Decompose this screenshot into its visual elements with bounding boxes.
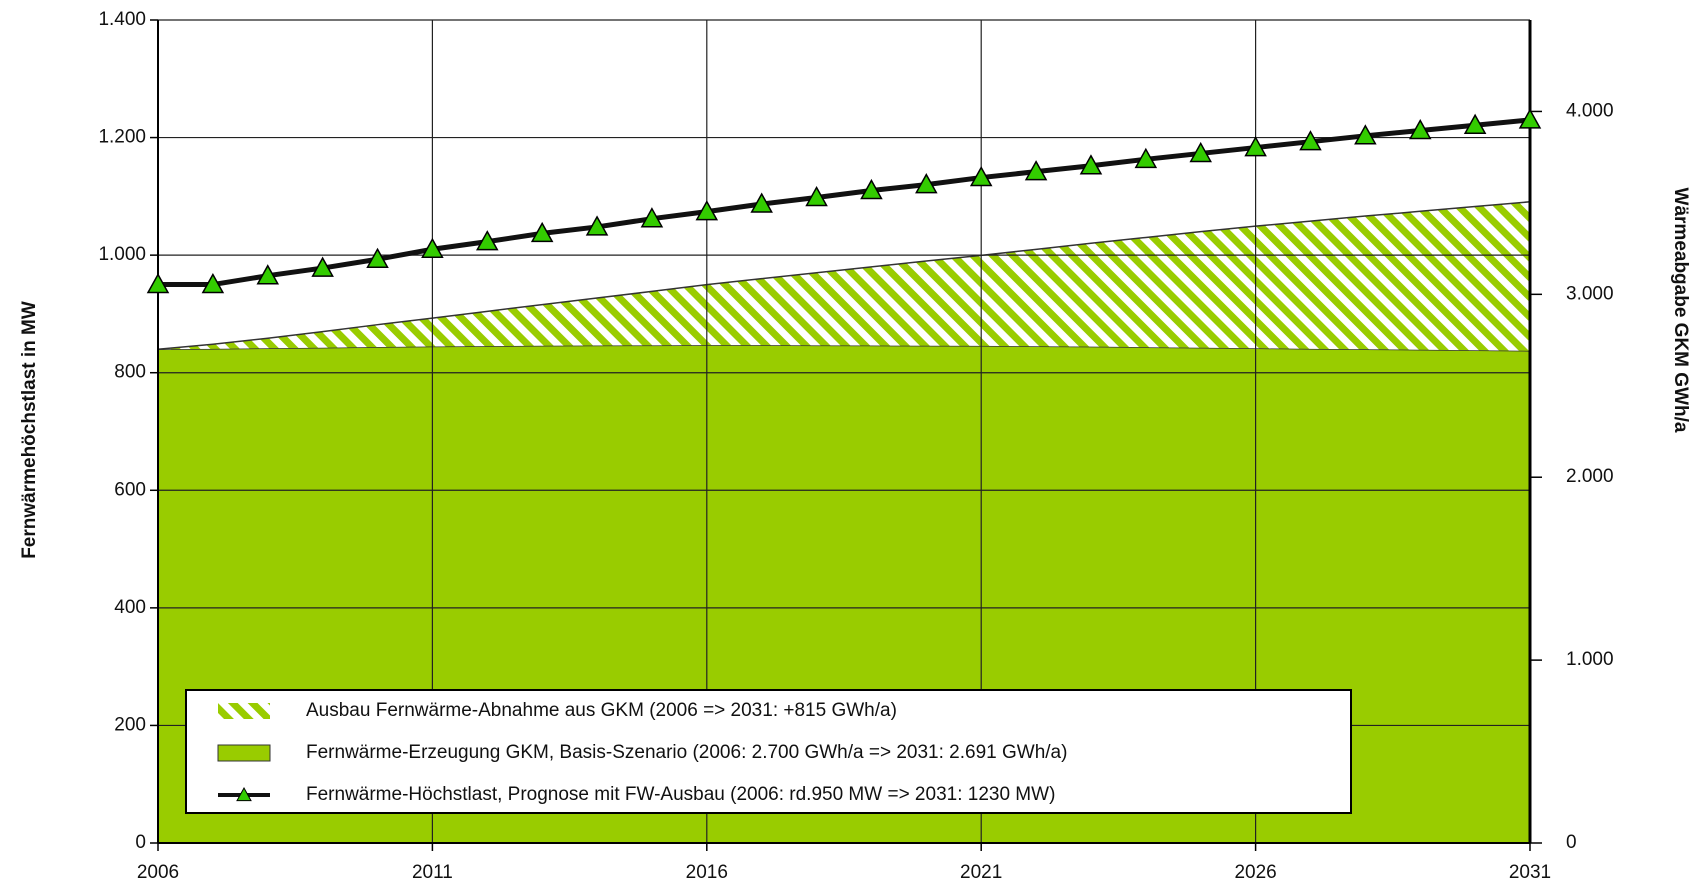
marker xyxy=(1244,136,1267,157)
y-tick-label: 1.400 xyxy=(98,9,146,30)
legend: Ausbau Fernwärme-Abnahme aus GKM (2006 =… xyxy=(185,689,1352,814)
marker xyxy=(1299,130,1322,151)
y-tick-label: 0 xyxy=(135,832,146,853)
marker xyxy=(421,237,444,259)
y2-tick-label: 3.000 xyxy=(1566,283,1614,304)
marker xyxy=(915,173,938,194)
marker xyxy=(1189,141,1212,163)
y-tick-label: 400 xyxy=(114,597,146,618)
marker xyxy=(146,272,170,294)
marker xyxy=(1079,154,1103,175)
area-edge xyxy=(157,201,1531,350)
x-tick-label: 2006 xyxy=(137,862,179,883)
marker xyxy=(860,178,883,200)
area xyxy=(158,201,1530,351)
marker xyxy=(805,185,828,207)
x-tick-label: 2016 xyxy=(686,862,728,883)
x-tick-label: 2031 xyxy=(1509,862,1551,883)
y2-tick-label: 2.000 xyxy=(1566,466,1614,487)
y2-tick-label: 1.000 xyxy=(1566,649,1614,670)
marker xyxy=(640,207,664,228)
y-tick-label: 1.200 xyxy=(98,127,146,148)
line xyxy=(158,117,1531,288)
y2-tick-label: 0 xyxy=(1566,832,1577,853)
legend-label: Ausbau Fernwärme-Abnahme aus GKM (2006 =… xyxy=(306,700,897,721)
marker xyxy=(1518,108,1542,129)
y-tick-label: 800 xyxy=(114,362,146,383)
marker xyxy=(1134,147,1158,169)
marker xyxy=(695,200,719,221)
marker xyxy=(366,247,389,269)
legend-box xyxy=(185,689,1352,814)
marker xyxy=(256,264,280,285)
marker xyxy=(476,230,499,251)
x-tick-label: 2021 xyxy=(960,862,1002,883)
y-axis-title: Fernwärmehöchstlast in MW xyxy=(19,301,40,559)
legend-label: Fernwärme-Erzeugung GKM, Basis-Szenario … xyxy=(306,742,1067,763)
y-tick-label: 1.000 xyxy=(98,244,146,265)
y2-tick-label: 4.000 xyxy=(1566,100,1614,121)
marker xyxy=(1463,113,1487,134)
marker xyxy=(1024,160,1048,181)
legend-swatch xyxy=(217,744,271,762)
marker xyxy=(969,166,993,187)
legend-marker xyxy=(236,786,252,802)
marker xyxy=(750,192,773,213)
marker xyxy=(201,272,225,294)
marker xyxy=(1354,124,1377,145)
marker xyxy=(311,256,334,277)
x-tick-label: 2026 xyxy=(1234,862,1276,883)
legend-label: Fernwärme-Höchstlast, Prognose mit FW-Au… xyxy=(306,784,1055,805)
y-tick-label: 200 xyxy=(114,714,146,735)
marker xyxy=(1408,118,1432,140)
y2-axis-title: Wärmeabgabe GKM GWh/a xyxy=(1670,188,1691,433)
x-tick-label: 2011 xyxy=(412,862,453,883)
y-tick-label: 600 xyxy=(114,479,146,500)
marker xyxy=(585,215,609,236)
legend-swatch xyxy=(218,703,270,719)
marker xyxy=(530,221,554,243)
